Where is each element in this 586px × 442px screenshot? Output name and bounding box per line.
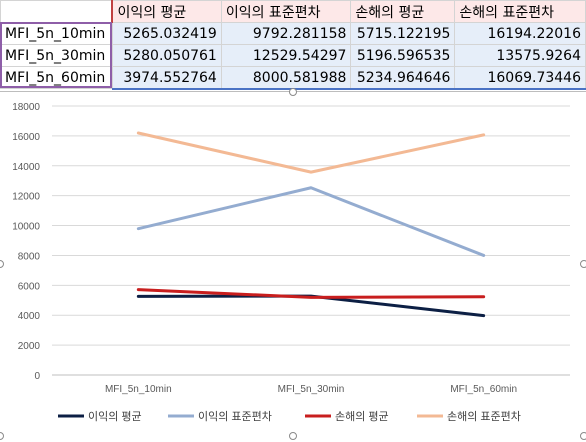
value-cell[interactable]: 9792.281158 [220, 22, 352, 45]
spreadsheet-range: 이익의 평균 이익의 표준편차 손해의 평균 손해의 표준편차 MFI_5n_1… [0, 0, 586, 96]
plot-area [136, 131, 486, 318]
legend-label[interactable]: 손해의 평균 [335, 409, 389, 423]
value-cell[interactable]: 16069.73446 [454, 66, 586, 89]
y-tick-label: 10000 [12, 222, 40, 233]
y-tick-label: 2000 [18, 341, 41, 352]
pivot-table: 이익의 평균 이익의 표준편차 손해의 평균 손해의 표준편차 MFI_5n_1… [0, 0, 586, 89]
series-line[interactable] [136, 131, 486, 174]
value-cell[interactable]: 5265.032419 [111, 22, 222, 45]
resize-handle-bottom-left[interactable] [0, 432, 4, 440]
legend-label[interactable]: 이익의 표준편차 [198, 410, 272, 423]
line-chart: 0 2000 4000 6000 8000 10000 12000 14000 16000 180… [12, 102, 570, 423]
chart-object[interactable]: 0 2000 4000 6000 8000 10000 12000 14000 16000 180… [0, 88, 586, 440]
corner-cell[interactable] [0, 0, 113, 23]
resize-handle-bottom-right[interactable] [580, 432, 586, 440]
value-cell[interactable]: 13575.9264 [454, 44, 586, 67]
resize-handle-top-center[interactable] [289, 88, 297, 96]
y-tick-label: 16000 [12, 132, 40, 143]
x-tick-label: MFI_5n_10min [105, 384, 172, 395]
row-label-cell[interactable]: MFI_5n_60min [0, 66, 113, 89]
legend-label[interactable]: 손해의 표준편차 [447, 409, 521, 423]
value-cell[interactable]: 16194.22016 [454, 22, 586, 45]
header-cell[interactable]: 이익의 평균 [111, 0, 222, 23]
y-tick-label: 18000 [12, 102, 40, 113]
x-axis: MFI_5n_10min MFI_5n_30min MFI_5n_60min [105, 384, 517, 395]
y-tick-label: 8000 [18, 251, 41, 262]
x-tick-label: MFI_5n_60min [450, 384, 517, 395]
y-tick-label: 4000 [18, 311, 41, 322]
table-row: MFI_5n_10min 5265.032419 9792.281158 571… [0, 22, 586, 45]
legend-label[interactable]: 이익의 평균 [88, 410, 142, 423]
header-cell[interactable]: 손해의 표준편차 [454, 0, 586, 23]
y-tick-label: 0 [34, 371, 40, 382]
series-line[interactable] [136, 294, 486, 318]
y-axis: 0 2000 4000 6000 8000 10000 12000 14000 16000 180… [12, 102, 40, 382]
value-cell[interactable]: 3974.552764 [111, 66, 222, 89]
selection-highlight-values [112, 88, 586, 90]
series-line[interactable] [136, 288, 486, 299]
header-cell[interactable]: 이익의 표준편차 [220, 0, 352, 23]
value-cell[interactable]: 5234.964646 [350, 66, 456, 89]
x-tick-label: MFI_5n_30min [278, 384, 345, 395]
value-cell[interactable]: 12529.54297 [220, 44, 352, 67]
value-cell[interactable]: 8000.581988 [220, 66, 352, 89]
y-tick-label: 12000 [12, 192, 40, 203]
gridlines [52, 105, 570, 376]
header-row: 이익의 평균 이익의 표준편차 손해의 평균 손해의 표준편차 [0, 0, 586, 23]
table-row: MFI_5n_60min 3974.552764 8000.581988 523… [0, 66, 586, 89]
series-line[interactable] [136, 186, 486, 257]
resize-handle-mid-right[interactable] [580, 260, 586, 268]
row-label-cell[interactable]: MFI_5n_10min [0, 22, 113, 45]
value-cell[interactable]: 5280.050761 [111, 44, 222, 67]
y-tick-label: 6000 [18, 281, 41, 292]
value-cell[interactable]: 5196.596535 [350, 44, 456, 67]
resize-handle-bottom-center[interactable] [289, 432, 297, 440]
row-label-cell[interactable]: MFI_5n_30min [0, 44, 113, 67]
table-row: MFI_5n_30min 5280.050761 12529.54297 519… [0, 44, 586, 67]
legend: 이익의 평균 이익의 표준편차 손해의 평균 손해의 표준편차 [58, 409, 521, 423]
y-tick-label: 14000 [12, 162, 40, 173]
header-cell[interactable]: 손해의 평균 [350, 0, 456, 23]
value-cell[interactable]: 5715.122195 [350, 22, 456, 45]
